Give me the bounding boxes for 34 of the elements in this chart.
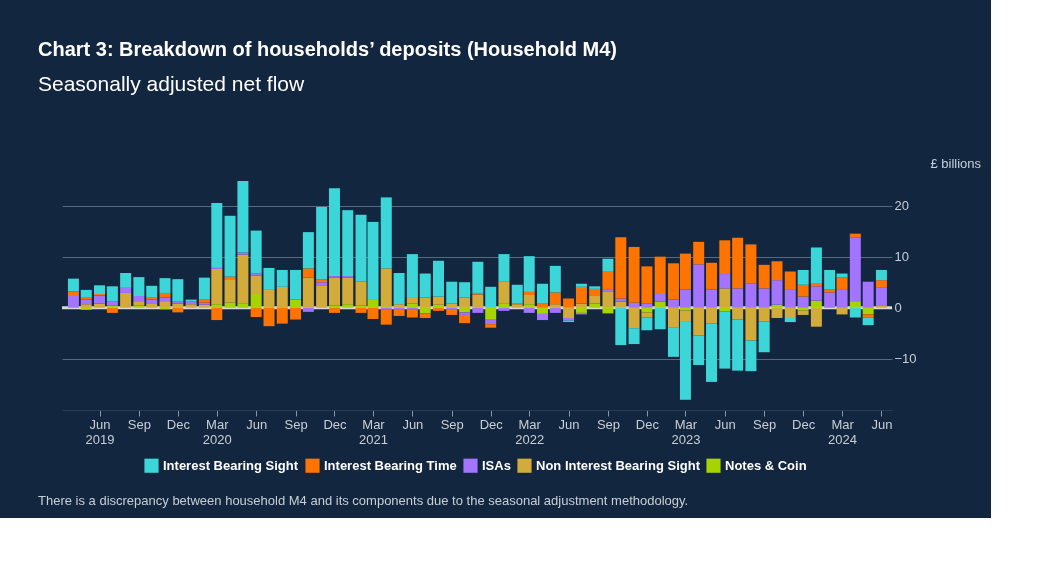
x-tick-label: Dec <box>166 416 191 432</box>
legend-label: Notes & Coin <box>725 457 807 473</box>
legend-label: Non Interest Bearing Sight <box>536 457 701 473</box>
x-tick-label: Jun 2019 <box>85 416 115 447</box>
x-tick-label: Jun <box>871 416 893 432</box>
y-tick-label: 10 <box>894 249 909 265</box>
legend-label: Interest Bearing Sight <box>163 457 299 473</box>
x-tick-label: Jun <box>402 416 424 432</box>
y-tick-label: 0 <box>894 300 902 316</box>
y-axis-title: £ billions <box>930 155 982 171</box>
x-tick-label: Mar 2024 <box>828 416 858 447</box>
x-tick-label: Sep <box>127 416 151 432</box>
text: There is a discrepancy between household M4 and its components due to the seasonal adjustment methodology. <box>38 493 689 508</box>
x-tick-label: Jun <box>558 416 580 432</box>
x-tick-label: Dec <box>792 416 816 432</box>
x-tick-label: Mar 2022 <box>515 416 545 447</box>
x-tick-label: Sep <box>753 416 777 432</box>
legend-label: ISAs <box>482 457 511 473</box>
x-tick-label: Dec <box>479 416 504 432</box>
chart-title: Chart 3: Breakdown of households’ deposits (Household M4) <box>38 38 617 60</box>
x-tick-label: Sep <box>284 416 308 432</box>
x-tick-label: Mar 2021 <box>359 416 388 447</box>
x-tick-label: Mar 2020 <box>202 416 232 447</box>
x-tick-label: Dec <box>635 416 660 432</box>
chart-subtitle: Seasonally adjusted net flow <box>38 72 306 95</box>
legend-label: Interest Bearing Time <box>324 457 457 473</box>
x-tick-label: Dec <box>323 416 348 432</box>
x-tick-label: Jun <box>714 416 736 432</box>
x-tick-label: Sep <box>596 416 621 432</box>
x-tick-label: Sep <box>440 416 464 432</box>
x-tick-label: Mar 2023 <box>671 416 701 447</box>
y-tick-label: 20 <box>894 198 909 214</box>
y-tick-label: −10 <box>894 351 917 367</box>
x-tick-label: Jun <box>246 416 268 432</box>
